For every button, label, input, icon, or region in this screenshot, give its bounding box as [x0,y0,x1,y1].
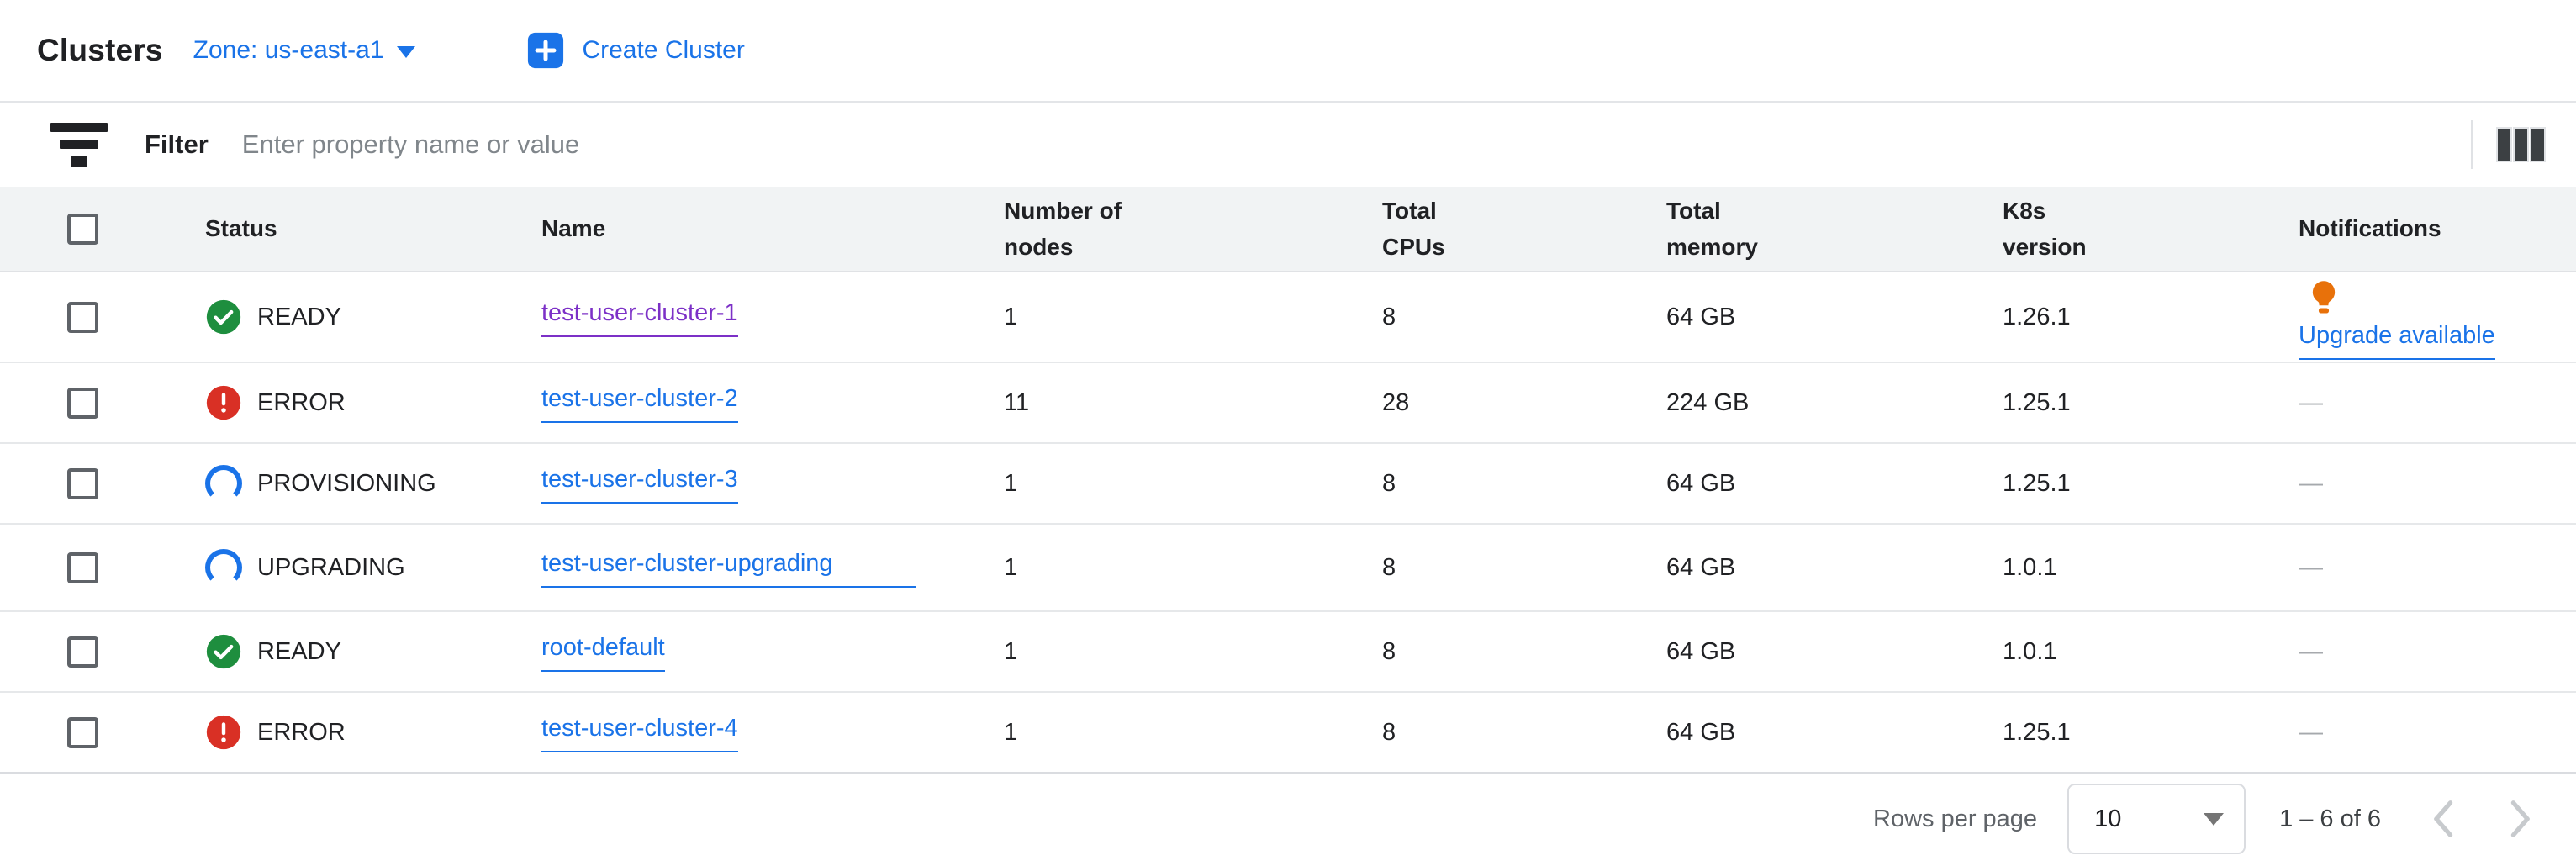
cluster-name-link[interactable]: root-default [541,631,665,672]
column-header-cpus: Total CPUs [1382,197,1445,260]
filter-input[interactable] [241,129,2449,160]
page-title: Clusters [37,33,163,67]
k8s-version-value: 1.25.1 [2003,469,2071,497]
row-checkbox[interactable] [67,636,98,668]
table-row: PROVISIONING test-user-cluster-3 1 8 64 … [0,444,2576,525]
pagination-range: 1 – 6 of 6 [2279,805,2381,832]
cpus-value: 28 [1382,388,1410,416]
chevron-right-icon [2510,800,2530,837]
memory-value: 64 GB [1666,718,1736,746]
status-label: ERROR [257,718,346,746]
previous-page-button[interactable] [2418,799,2467,839]
cpus-value: 8 [1382,718,1396,746]
chevron-down-icon [2204,812,2225,826]
create-cluster-label: Create Cluster [582,36,745,64]
k8s-version-value: 1.0.1 [2003,637,2057,665]
k8s-version-value: 1.26.1 [2003,303,2071,330]
cpus-value: 8 [1382,637,1396,665]
rows-per-page-select[interactable]: 10 [2067,784,2246,854]
column-header-nodes: Number of nodes [1004,197,1122,260]
nodes-value: 1 [1004,303,1018,330]
rows-per-page-value: 10 [2094,805,2122,832]
no-notification-dash: — [2299,388,2323,416]
chevron-left-icon [2434,800,2453,837]
row-checkbox[interactable] [67,301,98,333]
row-checkbox[interactable] [67,467,98,499]
column-display-icon[interactable] [2494,125,2547,164]
k8s-version-value: 1.25.1 [2003,718,2071,746]
table-row: READY root-default 1 8 64 GB 1.0.1 — [0,612,2576,693]
no-notification-dash: — [2299,718,2323,746]
status-label: ERROR [257,388,346,416]
memory-value: 224 GB [1666,388,1750,416]
filter-icon [50,122,108,167]
table-row: UPGRADING test-user-cluster-upgrading 1 … [0,525,2576,612]
page-header: Clusters Zone: us-east-a1 Create Cluster [0,0,2576,103]
nodes-value: 1 [1004,637,1018,665]
nodes-value: 11 [1004,388,1030,416]
cluster-name-link[interactable]: test-user-cluster-upgrading [541,547,916,588]
lightbulb-icon [2310,279,2337,318]
k8s-version-value: 1.0.1 [2003,553,2057,581]
plus-icon [526,31,565,70]
column-header-k8s-version: K8s version [2003,197,2087,260]
table-row: ERROR test-user-cluster-4 1 8 64 GB 1.25… [0,693,2576,774]
status-label: UPGRADING [257,553,405,581]
cluster-name-link[interactable]: test-user-cluster-4 [541,712,738,752]
table-row: READY test-user-cluster-1 1 8 64 GB 1.26… [0,272,2576,363]
cpus-value: 8 [1382,469,1396,497]
column-header-name: Name [541,215,606,242]
spinner-icon [205,549,242,586]
memory-value: 64 GB [1666,553,1736,581]
cpus-value: 8 [1382,553,1396,581]
cluster-name-text: test-user-cluster-upgrading [541,550,833,578]
error-circle-icon [205,714,242,751]
zone-selector-label: Zone: us-east-a1 [193,36,384,64]
create-cluster-button[interactable]: Create Cluster [526,31,745,70]
upgrade-available-link[interactable]: Upgrade available [2299,319,2495,360]
row-checkbox[interactable] [67,387,98,419]
spinner-icon [205,465,242,502]
status-label: READY [257,303,341,330]
filter-label: Filter [145,129,209,159]
cluster-name-link[interactable]: test-user-cluster-3 [541,463,738,504]
cluster-name-link[interactable]: test-user-cluster-1 [541,297,738,337]
select-all-checkbox[interactable] [67,213,98,245]
cpus-value: 8 [1382,303,1396,330]
status-label: READY [257,637,341,665]
k8s-version-value: 1.25.1 [2003,388,2071,416]
column-header-status: Status [205,215,277,242]
status-label: PROVISIONING [257,469,436,497]
memory-value: 64 GB [1666,303,1736,330]
no-notification-dash: — [2299,553,2323,581]
table-header-row: Status Name Number of nodes Total CPUs T… [0,187,2576,272]
check-circle-icon [205,298,242,335]
next-page-button[interactable] [2497,799,2546,839]
rows-per-page-label: Rows per page [1873,805,2038,832]
nodes-value: 1 [1004,553,1018,581]
chevron-down-icon [397,46,416,58]
divider [2471,120,2473,169]
column-header-notifications: Notifications [2299,215,2441,242]
clusters-table: Status Name Number of nodes Total CPUs T… [0,187,2576,774]
error-circle-icon [205,384,242,421]
row-checkbox[interactable] [67,716,98,748]
memory-value: 64 GB [1666,637,1736,665]
cluster-name-link[interactable]: test-user-cluster-2 [541,383,738,423]
nodes-value: 1 [1004,718,1018,746]
row-checkbox[interactable] [67,552,98,583]
pagination-bar: Rows per page 10 1 – 6 of 6 [0,774,2576,864]
no-notification-dash: — [2299,469,2323,497]
memory-value: 64 GB [1666,469,1736,497]
nodes-value: 1 [1004,469,1018,497]
zone-selector[interactable]: Zone: us-east-a1 [193,36,416,65]
filter-bar: Filter [0,103,2576,187]
check-circle-icon [205,633,242,670]
no-notification-dash: — [2299,637,2323,665]
table-row: ERROR test-user-cluster-2 11 28 224 GB 1… [0,363,2576,444]
column-header-memory: Total memory [1666,197,1758,260]
